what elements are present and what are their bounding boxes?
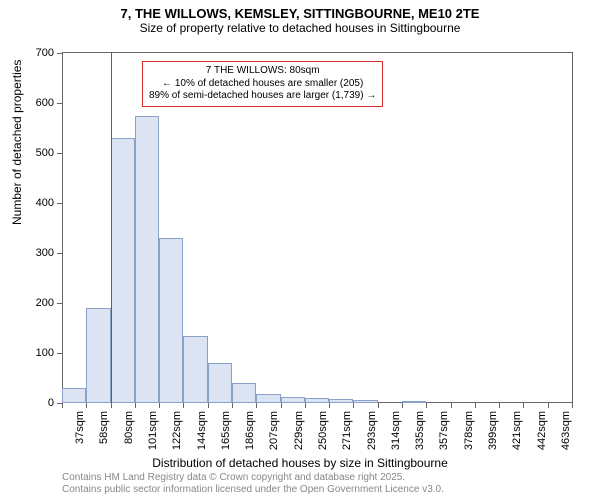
bar <box>402 401 426 404</box>
ytick-mark <box>57 253 62 254</box>
source-line-1: Contains HM Land Registry data © Crown c… <box>62 472 444 484</box>
xtick-mark <box>451 403 452 408</box>
xtick-mark <box>256 403 257 408</box>
xtick-label: 250sqm <box>317 411 329 455</box>
xtick-label: 293sqm <box>366 411 378 455</box>
ytick-mark <box>57 53 62 54</box>
xtick-mark <box>378 403 379 408</box>
xtick-label: 144sqm <box>196 411 208 455</box>
xtick-mark <box>523 403 524 408</box>
bar <box>111 138 135 403</box>
xtick-mark <box>183 403 184 408</box>
bar <box>256 394 280 403</box>
bar <box>232 383 256 403</box>
ytick-mark <box>57 153 62 154</box>
annotation-line: ← 10% of detached houses are smaller (20… <box>149 78 376 91</box>
bar <box>159 238 183 403</box>
xtick-mark <box>475 403 476 408</box>
xtick-mark <box>281 403 282 408</box>
xtick-label: 421sqm <box>511 411 523 455</box>
xtick-label: 186sqm <box>244 411 256 455</box>
xtick-label: 229sqm <box>293 411 305 455</box>
bar <box>183 336 207 404</box>
xtick-label: 101sqm <box>147 411 159 455</box>
xtick-label: 442sqm <box>536 411 548 455</box>
xtick-label: 378sqm <box>463 411 475 455</box>
xtick-mark <box>208 403 209 408</box>
xtick-mark <box>305 403 306 408</box>
xtick-mark <box>329 403 330 408</box>
xtick-label: 357sqm <box>438 411 450 455</box>
annotation-line: 89% of semi-detached houses are larger (… <box>149 90 376 103</box>
ytick-mark <box>57 103 62 104</box>
ytick-label: 500 <box>36 147 54 159</box>
bar <box>281 397 305 403</box>
xtick-mark <box>86 403 87 408</box>
marker-line <box>111 53 112 403</box>
xtick-label: 58sqm <box>98 411 110 455</box>
bar <box>62 388 86 403</box>
annotation-box: 7 THE WILLOWS: 80sqm← 10% of detached ho… <box>142 61 383 107</box>
ytick-mark <box>57 303 62 304</box>
title-main: 7, THE WILLOWS, KEMSLEY, SITTINGBOURNE, … <box>0 6 600 21</box>
xtick-label: 122sqm <box>171 411 183 455</box>
bar <box>208 363 232 403</box>
annotation-line: 7 THE WILLOWS: 80sqm <box>149 65 376 78</box>
ytick-mark <box>57 353 62 354</box>
xtick-label: 80sqm <box>123 411 135 455</box>
xtick-label: 463sqm <box>560 411 572 455</box>
xtick-label: 314sqm <box>390 411 402 455</box>
ytick-label: 300 <box>36 247 54 259</box>
xtick-mark <box>548 403 549 408</box>
xtick-mark <box>426 403 427 408</box>
xtick-mark <box>111 403 112 408</box>
bar <box>305 398 329 403</box>
bar <box>329 399 353 403</box>
ytick-mark <box>57 203 62 204</box>
ytick-label: 200 <box>36 297 54 309</box>
source-line-2: Contains public sector information licen… <box>62 484 444 496</box>
xtick-mark <box>499 403 500 408</box>
ytick-label: 600 <box>36 97 54 109</box>
y-axis-label: Number of detached properties <box>10 60 24 225</box>
title-sub: Size of property relative to detached ho… <box>0 21 600 35</box>
xtick-label: 37sqm <box>74 411 86 455</box>
xtick-label: 335sqm <box>414 411 426 455</box>
xtick-mark <box>232 403 233 408</box>
xtick-mark <box>62 403 63 408</box>
y-axis-line <box>62 53 63 403</box>
ytick-label: 100 <box>36 347 54 359</box>
bar <box>353 400 377 403</box>
xtick-mark <box>135 403 136 408</box>
source-text: Contains HM Land Registry data © Crown c… <box>62 472 444 496</box>
bar <box>135 116 159 404</box>
xtick-mark <box>159 403 160 408</box>
chart-container: 7, THE WILLOWS, KEMSLEY, SITTINGBOURNE, … <box>0 0 600 500</box>
bar <box>86 308 110 403</box>
ytick-label: 0 <box>48 397 54 409</box>
ytick-label: 400 <box>36 197 54 209</box>
xtick-label: 271sqm <box>341 411 353 455</box>
xtick-label: 207sqm <box>268 411 280 455</box>
title-block: 7, THE WILLOWS, KEMSLEY, SITTINGBOURNE, … <box>0 0 600 35</box>
xtick-mark <box>572 403 573 408</box>
xtick-label: 399sqm <box>487 411 499 455</box>
xtick-mark <box>353 403 354 408</box>
xtick-label: 165sqm <box>220 411 232 455</box>
xtick-mark <box>402 403 403 408</box>
ytick-label: 700 <box>36 47 54 59</box>
plot-area: 010020030040050060070037sqm58sqm80sqm101… <box>62 52 573 403</box>
x-axis-label: Distribution of detached houses by size … <box>0 456 600 470</box>
